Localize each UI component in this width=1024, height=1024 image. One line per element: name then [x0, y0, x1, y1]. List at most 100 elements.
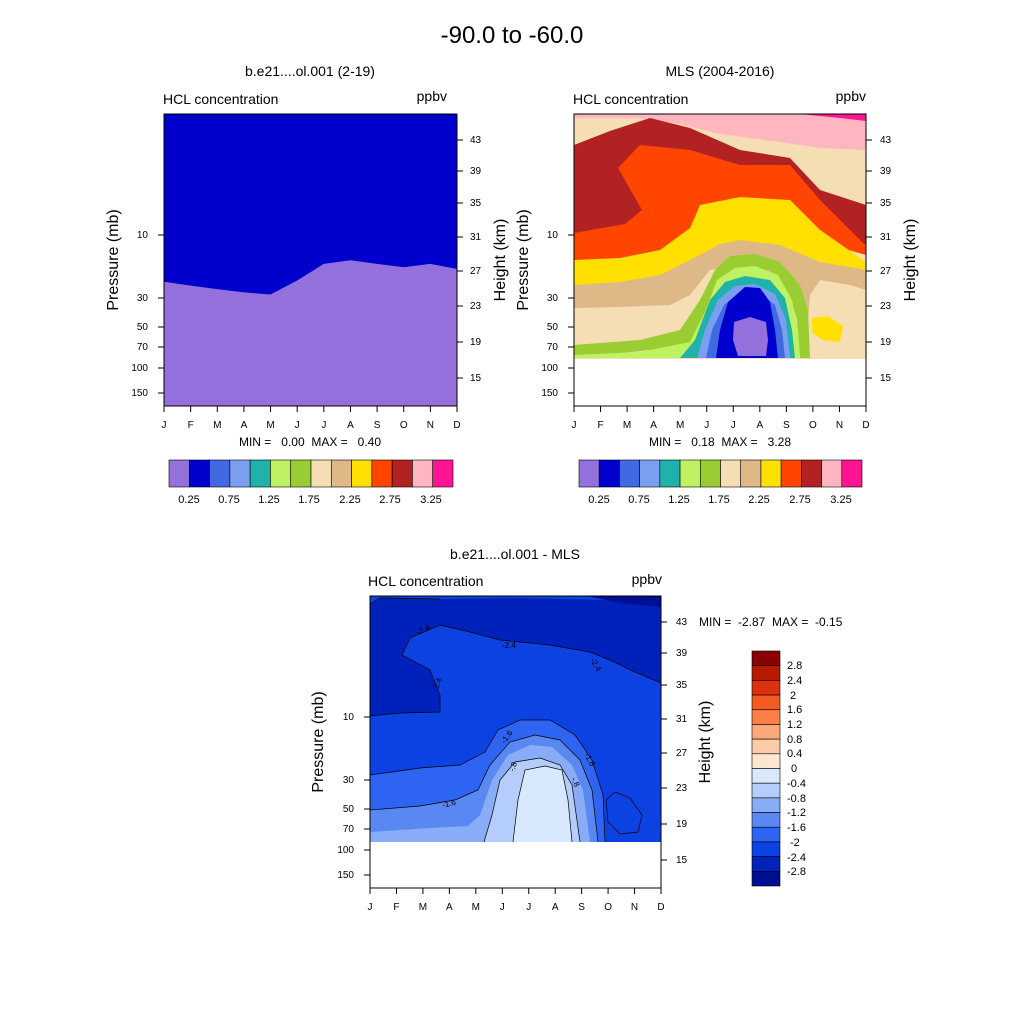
x-tick-label: J: [162, 420, 167, 431]
colorbar-label: 2.25: [748, 494, 769, 506]
panel-model: b.e21....ol.001 (2-19) HCL concentration…: [105, 63, 509, 506]
panel-title: MLS (2004-2016): [666, 63, 775, 79]
x-tick-label: O: [400, 420, 408, 431]
colorbar-swatch: [801, 460, 821, 487]
x-axis: JFMAMJJASOND: [162, 406, 461, 431]
colorbar-label: -1.6: [787, 822, 806, 834]
units-label: ppbv: [836, 88, 866, 104]
colorbar-swatch: [392, 460, 412, 487]
variable-label: HCL concentration: [573, 91, 688, 107]
colorbar-swatch: [842, 460, 862, 487]
y-tick-label: 10: [343, 712, 355, 723]
colorbar-swatch: [752, 842, 780, 857]
colorbar-swatch: [752, 827, 780, 842]
colorbar-swatch: [752, 813, 780, 828]
colorbar-label: 2.75: [789, 494, 810, 506]
colorbar-swatch: [752, 754, 780, 769]
colorbar-swatch: [752, 739, 780, 754]
x-tick-label: O: [604, 902, 612, 913]
x-tick-label: D: [453, 420, 460, 431]
y2-tick-label: 27: [880, 266, 892, 277]
min-max-readout: MIN = 0.18 MAX = 3.28: [649, 435, 791, 449]
x-axis: JFMAMJJASOND: [572, 406, 870, 431]
colorbar-swatch: [752, 666, 780, 681]
x-tick-label: J: [500, 902, 505, 913]
y-tick-label: 150: [337, 870, 354, 881]
colorbar-swatch: [752, 783, 780, 798]
variable-label: HCL concentration: [368, 573, 483, 589]
colorbar-label: 0.8: [787, 734, 802, 746]
colorbar-swatch: [579, 460, 599, 487]
colorbar: [169, 460, 453, 487]
colorbar-swatch: [640, 460, 660, 487]
colorbar-label: 0.25: [588, 494, 609, 506]
y2-tick-label: 35: [880, 198, 892, 209]
y-tick-label: 100: [541, 363, 558, 374]
x-tick-label: S: [578, 902, 585, 913]
colorbar-labels: 0.25 0.75 1.25 1.75 2.25 2.75 3.25: [178, 494, 441, 506]
plot-area: -2.4 -2.4 -2.4 -2.4 -1.6 -1.6 -1.6 -.8 -…: [370, 596, 661, 888]
units-label: ppbv: [632, 571, 662, 587]
x-tick-label: J: [321, 420, 326, 431]
panel-difference: b.e21....ol.001 - MLS HCL concentration …: [310, 546, 843, 913]
y-axis-label: Pressure (mb): [310, 691, 327, 792]
x-axis: JFMAMJJASOND: [368, 888, 665, 913]
colorbar-label: 0.75: [218, 494, 239, 506]
colorbar-swatch: [352, 460, 372, 487]
colorbar-swatch: [752, 695, 780, 710]
colorbar-label: 2.4: [787, 675, 802, 687]
x-tick-label: M: [676, 420, 684, 431]
y-tick-label: 50: [343, 804, 355, 815]
x-tick-label: A: [347, 420, 354, 431]
colorbar-swatch: [700, 460, 720, 487]
x-tick-label: A: [650, 420, 657, 431]
colorbar-swatch: [660, 460, 680, 487]
y-tick-label: 30: [137, 293, 149, 304]
colorbar-swatch: [741, 460, 761, 487]
colorbar-swatch: [372, 460, 392, 487]
y-tick-label: 150: [131, 388, 148, 399]
x-tick-label: O: [809, 420, 817, 431]
colorbar-swatch: [752, 710, 780, 725]
y-tick-label: 100: [131, 363, 148, 374]
y-tick-label: 30: [547, 293, 559, 304]
x-tick-label: N: [427, 420, 434, 431]
colorbar-label: -2.4: [787, 852, 806, 864]
y-tick-label: 70: [137, 342, 149, 353]
panel-mls: MLS (2004-2016) HCL concentration ppbv 1…: [515, 63, 919, 506]
y2-tick-label: 23: [676, 783, 688, 794]
y-tick-label: 30: [343, 775, 355, 786]
colorbar-swatch: [752, 680, 780, 695]
colorbar-label: 0.25: [178, 494, 199, 506]
left-axis: 10 30 50 70 100 150 Pressure (mb): [105, 209, 164, 399]
y-tick-label: 10: [547, 230, 559, 241]
y2-tick-label: 23: [470, 301, 482, 312]
y-axis-label: Pressure (mb): [105, 209, 122, 310]
units-label: ppbv: [417, 88, 447, 104]
y2-tick-label: 15: [470, 373, 482, 384]
y2-tick-label: 27: [676, 748, 688, 759]
colorbar-label: 1.25: [668, 494, 689, 506]
y2-tick-label: 31: [470, 232, 482, 243]
y2-axis-label: Height (km): [492, 219, 509, 302]
colorbar-label: -0.4: [787, 778, 806, 790]
y-tick-label: 70: [343, 824, 355, 835]
x-tick-label: A: [552, 902, 559, 913]
colorbar-label: 1.75: [708, 494, 729, 506]
colorbar-swatch: [189, 460, 209, 487]
colorbar-swatch: [752, 871, 780, 886]
variable-label: HCL concentration: [163, 91, 278, 107]
colorbar-swatch: [331, 460, 351, 487]
panel-title: b.e21....ol.001 (2-19): [245, 63, 375, 79]
contour-label: -2.4: [502, 641, 516, 650]
colorbar-swatch: [169, 460, 189, 487]
x-tick-label: J: [526, 902, 531, 913]
colorbar-swatch: [761, 460, 781, 487]
colorbar-label: 2: [790, 690, 796, 702]
x-tick-label: J: [704, 420, 709, 431]
colorbar-label: 3.25: [830, 494, 851, 506]
y2-tick-label: 39: [880, 166, 892, 177]
x-tick-label: S: [783, 420, 790, 431]
colorbar-label: 1.6: [787, 704, 802, 716]
